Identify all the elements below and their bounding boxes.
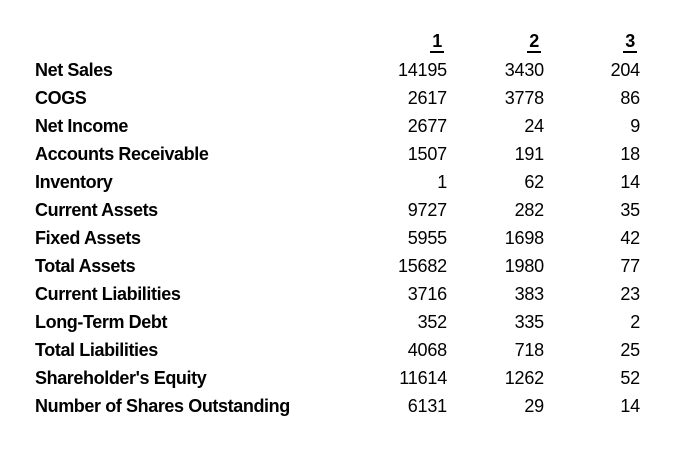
row-label: Long-Term Debt <box>35 311 168 332</box>
cell-value: 14 <box>620 171 640 192</box>
row-label: Current Assets <box>35 199 158 220</box>
table-row: Fixed Assets 5955 1698 42 <box>0 224 640 252</box>
row-label: Net Income <box>35 115 129 136</box>
cell-value: 383 <box>514 283 545 304</box>
row-label: Total Assets <box>35 255 136 276</box>
cell-value: 14195 <box>397 59 447 80</box>
column-header-1: 1 <box>350 31 447 53</box>
column-header-2-label: 2 <box>527 31 541 53</box>
cell-value: 62 <box>524 171 544 192</box>
row-label: Accounts Receivable <box>35 143 209 164</box>
cell-value: 15682 <box>397 255 447 276</box>
cell-value: 9727 <box>407 199 447 220</box>
table-row: Total Liabilities 4068 718 25 <box>0 336 640 364</box>
cell-value: 5955 <box>407 227 447 248</box>
cell-value: 204 <box>610 59 641 80</box>
cell-value: 29 <box>524 395 544 416</box>
cell-value: 1507 <box>407 143 447 164</box>
table-row: Inventory 1 62 14 <box>0 168 640 196</box>
cell-value: 9 <box>630 115 640 136</box>
cell-value: 1698 <box>504 227 544 248</box>
cell-value: 2 <box>630 311 640 332</box>
row-label: Current Liabilities <box>35 283 181 304</box>
column-header-3-label: 3 <box>623 31 637 53</box>
row-label: Inventory <box>35 171 113 192</box>
cell-value: 86 <box>620 87 640 108</box>
row-label: COGS <box>35 87 87 108</box>
table-row: Net Sales 14195 3430 204 <box>0 56 640 84</box>
cell-value: 3778 <box>504 87 544 108</box>
table-row: Current Liabilities 3716 383 23 <box>0 280 640 308</box>
table-row: Net Income 2677 24 9 <box>0 112 640 140</box>
cell-value: 2677 <box>407 115 447 136</box>
column-header-2: 2 <box>447 31 544 53</box>
cell-value: 282 <box>514 199 545 220</box>
table-row: Number of Shares Outstanding 6131 29 14 <box>0 392 640 420</box>
cell-value: 3430 <box>504 59 544 80</box>
header-row: 1 2 3 <box>0 28 640 56</box>
cell-value: 4068 <box>407 339 447 360</box>
cell-value: 77 <box>620 255 640 276</box>
table-row: Accounts Receivable 1507 191 18 <box>0 140 640 168</box>
table-row: Long-Term Debt 352 335 2 <box>0 308 640 336</box>
cell-value: 191 <box>514 143 545 164</box>
cell-value: 18 <box>620 143 640 164</box>
cell-value: 2617 <box>407 87 447 108</box>
cell-value: 3716 <box>407 283 447 304</box>
cell-value: 335 <box>514 311 545 332</box>
cell-value: 14 <box>620 395 640 416</box>
cell-value: 718 <box>514 339 545 360</box>
row-label: Number of Shares Outstanding <box>35 395 290 416</box>
row-label: Net Sales <box>35 59 113 80</box>
cell-value: 1980 <box>504 255 544 276</box>
financial-data-table: 1 2 3 Net Sales 14195 3430 204 COGS 2617… <box>0 28 640 420</box>
cell-value: 24 <box>524 115 544 136</box>
cell-value: 35 <box>620 199 640 220</box>
row-label: Total Liabilities <box>35 339 158 360</box>
table-row: Current Assets 9727 282 35 <box>0 196 640 224</box>
table-row: Total Assets 15682 1980 77 <box>0 252 640 280</box>
cell-value: 1262 <box>504 367 544 388</box>
cell-value: 352 <box>417 311 448 332</box>
cell-value: 11614 <box>399 367 447 388</box>
table-row: Shareholder's Equity 11614 1262 52 <box>0 364 640 392</box>
cell-value: 6131 <box>407 395 447 416</box>
column-header-1-label: 1 <box>430 31 444 53</box>
cell-value: 23 <box>620 283 640 304</box>
column-header-3: 3 <box>544 31 640 53</box>
cell-value: 42 <box>620 227 640 248</box>
cell-value: 25 <box>620 339 640 360</box>
row-label: Shareholder's Equity <box>35 367 207 388</box>
cell-value: 52 <box>620 367 640 388</box>
cell-value: 1 <box>437 171 447 192</box>
table-row: COGS 2617 3778 86 <box>0 84 640 112</box>
row-label: Fixed Assets <box>35 227 141 248</box>
